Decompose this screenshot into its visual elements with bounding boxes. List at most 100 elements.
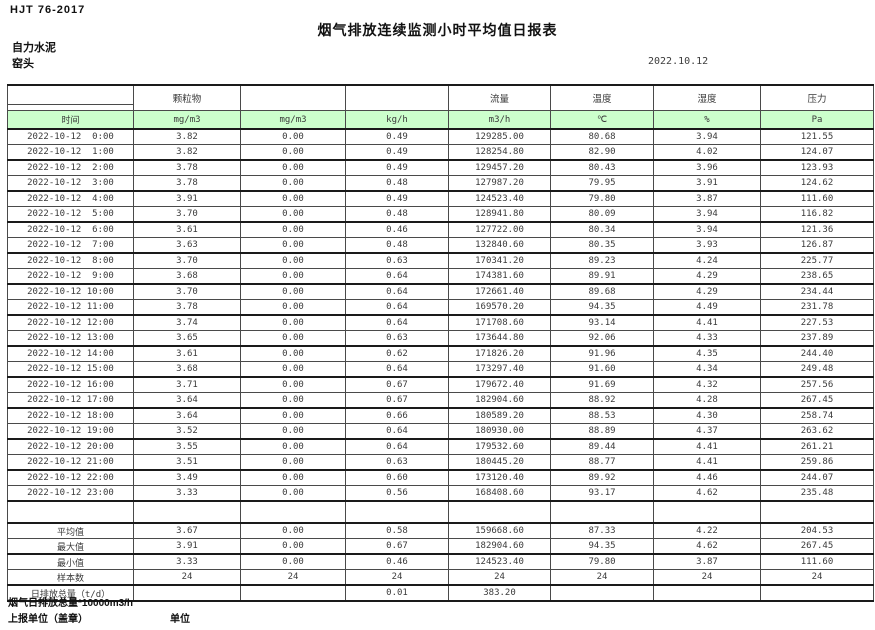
value-cell: 0.00: [240, 252, 346, 269]
value-cell: 0.64: [345, 438, 449, 455]
value-cell: 4.49: [653, 299, 761, 316]
value-cell: 0.60: [345, 469, 449, 486]
hourly-data-row: 2022-10-12 8:00 3.70 0.00 0.63 170341.20 89.2…: [7, 252, 874, 269]
value-cell: 0.49: [345, 159, 449, 176]
value-cell: 0.00: [240, 206, 346, 223]
summary-value-cell: 79.80: [550, 553, 654, 570]
empty-cell: [550, 500, 654, 524]
pollutant-header-flow: 流量: [448, 84, 551, 111]
summary-row: 样本数 24 24 24 24 24 24 24: [7, 569, 874, 586]
pollutant-header-pm: 颗粒物: [133, 84, 241, 111]
summary-value-cell: 94.35: [550, 538, 654, 555]
value-cell: 89.44: [550, 438, 654, 455]
value-cell: 0.56: [345, 485, 449, 502]
time-cell: 2022-10-12 16:00: [7, 376, 134, 393]
summary-value-cell: 0.67: [345, 538, 449, 555]
value-cell: 4.30: [653, 407, 761, 424]
value-cell: 0.00: [240, 190, 346, 207]
value-cell: 0.46: [345, 221, 449, 238]
summary-value-cell: 0.58: [345, 522, 449, 539]
value-cell: 3.65: [133, 330, 241, 347]
value-cell: 235.48: [760, 485, 874, 502]
time-cell: 2022-10-12 1:00: [7, 144, 134, 161]
value-cell: 92.06: [550, 330, 654, 347]
summary-value-cell: 0.46: [345, 553, 449, 570]
company-name: 自力水泥: [12, 42, 56, 54]
value-cell: 0.64: [345, 314, 449, 331]
summary-label-cell: 最小值: [7, 553, 134, 570]
time-cell: 2022-10-12 20:00: [7, 438, 134, 455]
value-cell: 225.77: [760, 252, 874, 269]
unit-mg-m3-1: mg/m3: [133, 110, 241, 130]
split-divider: [8, 92, 133, 105]
report-table: 颗粒物 流量 温度 湿度 压力 时间 mg/m3 mg/m3 kg/h m3/h…: [7, 84, 874, 602]
hourly-data-row: 2022-10-12 22:00 3.49 0.00 0.60 173120.40 89.…: [7, 469, 874, 486]
value-cell: 79.80: [550, 190, 654, 207]
value-cell: 238.65: [760, 268, 874, 285]
value-cell: 3.52: [133, 423, 241, 440]
value-cell: 173644.80: [448, 330, 551, 347]
value-cell: 0.00: [240, 485, 346, 502]
summary-value-cell: 24: [240, 569, 346, 586]
value-cell: 0.00: [240, 283, 346, 300]
time-cell: 2022-10-12 8:00: [7, 252, 134, 269]
value-cell: 3.61: [133, 345, 241, 362]
hourly-data-row: 2022-10-12 23:00 3.33 0.00 0.56 168408.60 93.…: [7, 485, 874, 502]
value-cell: 128941.80: [448, 206, 551, 223]
value-cell: 3.94: [653, 206, 761, 223]
value-cell: 3.78: [133, 175, 241, 192]
value-cell: 116.82: [760, 206, 874, 223]
value-cell: 88.53: [550, 407, 654, 424]
hourly-data-row: 2022-10-12 15:00 3.68 0.00 0.64 173297.40 91.…: [7, 361, 874, 378]
time-column-header: 时间: [7, 110, 134, 130]
value-cell: 0.00: [240, 144, 346, 161]
value-cell: 129285.00: [448, 128, 551, 145]
unit-mg-m3-2: mg/m3: [240, 110, 346, 130]
value-cell: 88.77: [550, 454, 654, 471]
time-cell: 2022-10-12 0:00: [7, 128, 134, 145]
unit-kg-h: kg/h: [345, 110, 449, 130]
value-cell: 0.49: [345, 190, 449, 207]
time-cell: 2022-10-12 14:00: [7, 345, 134, 362]
value-cell: 0.62: [345, 345, 449, 362]
value-cell: 231.78: [760, 299, 874, 316]
value-cell: 80.34: [550, 221, 654, 238]
value-cell: 4.33: [653, 330, 761, 347]
value-cell: 3.94: [653, 128, 761, 145]
summary-value-cell: 24: [760, 569, 874, 586]
value-cell: 168408.60: [448, 485, 551, 502]
value-cell: 244.40: [760, 345, 874, 362]
value-cell: 88.92: [550, 392, 654, 409]
value-cell: 82.90: [550, 144, 654, 161]
summary-value-cell: 3.91: [133, 538, 241, 555]
time-cell: 2022-10-12 19:00: [7, 423, 134, 440]
hourly-data-row: 2022-10-12 3:00 3.78 0.00 0.48 127987.20 79.9…: [7, 175, 874, 192]
value-cell: 182904.60: [448, 392, 551, 409]
empty-cell: [345, 500, 449, 524]
hourly-data-row: 2022-10-12 0:00 3.82 0.00 0.49 129285.00 80.6…: [7, 128, 874, 145]
empty-cell: [448, 500, 551, 524]
time-cell: 2022-10-12 7:00: [7, 237, 134, 254]
value-cell: 3.74: [133, 314, 241, 331]
summary-value-cell: [133, 584, 241, 602]
hourly-data-row: 2022-10-12 2:00 3.78 0.00 0.49 129457.20 80.4…: [7, 159, 874, 176]
value-cell: 0.00: [240, 299, 346, 316]
summary-value-cell: 383.20: [448, 584, 551, 602]
hourly-data-row: 2022-10-12 5:00 3.70 0.00 0.48 128941.80 80.0…: [7, 206, 874, 223]
summary-value-cell: 24: [133, 569, 241, 586]
footer-note-total: 烟气日排放总量*10000m3/h: [8, 598, 134, 609]
value-cell: 126.87: [760, 237, 874, 254]
value-cell: 0.00: [240, 469, 346, 486]
spacer-row: [7, 500, 874, 524]
value-cell: 4.62: [653, 485, 761, 502]
time-cell: 2022-10-12 18:00: [7, 407, 134, 424]
summary-value-cell: 0.00: [240, 522, 346, 539]
value-cell: 0.48: [345, 237, 449, 254]
monitor-point: 窑头: [12, 58, 34, 70]
value-cell: 0.00: [240, 175, 346, 192]
hourly-data-row: 2022-10-12 20:00 3.55 0.00 0.64 179532.60 89.…: [7, 438, 874, 455]
value-cell: 0.00: [240, 454, 346, 471]
value-cell: 171708.60: [448, 314, 551, 331]
value-cell: 3.82: [133, 144, 241, 161]
hourly-data-row: 2022-10-12 12:00 3.74 0.00 0.64 171708.60 93.…: [7, 314, 874, 331]
